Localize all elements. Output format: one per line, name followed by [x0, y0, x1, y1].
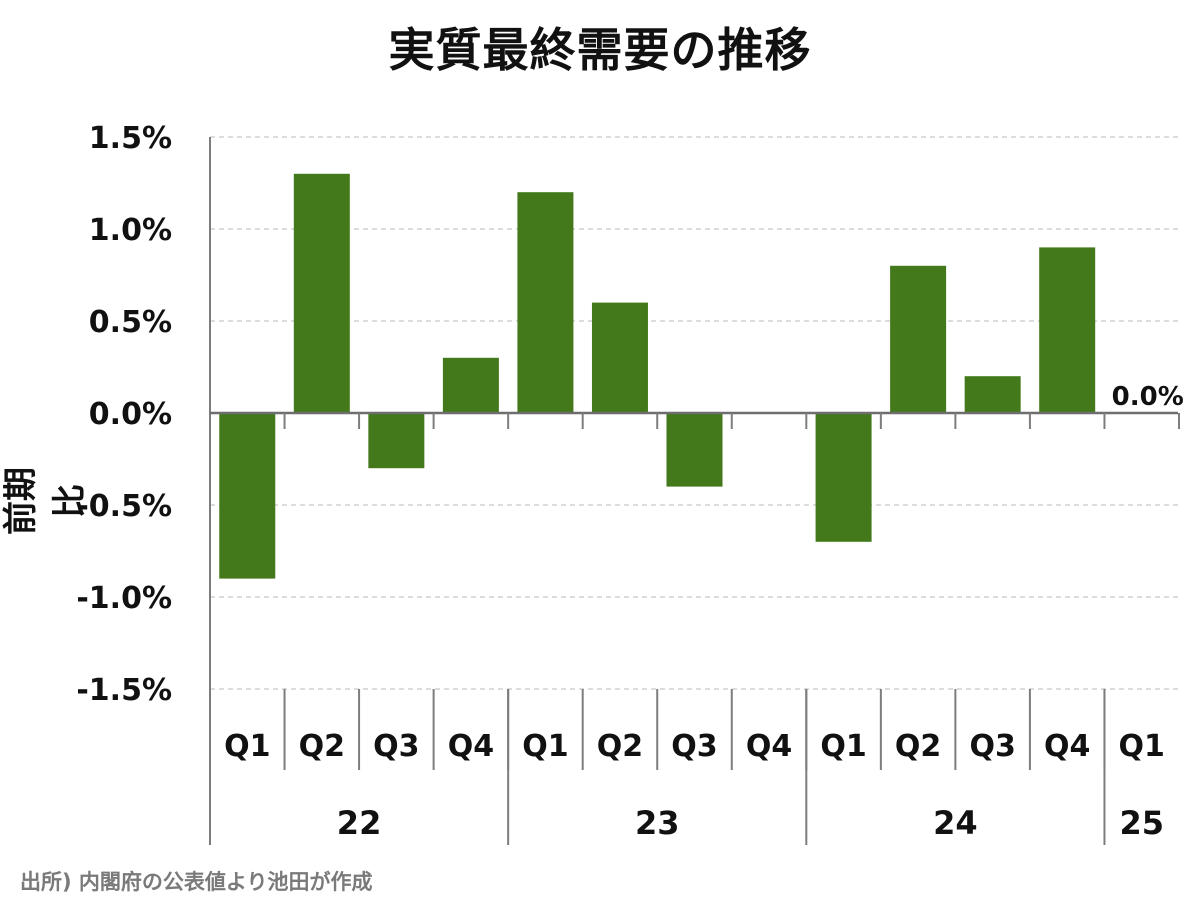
x-tick-label: Q4 [1044, 729, 1090, 764]
x-tick-label: Q3 [671, 729, 717, 764]
x-tick-label: Q2 [597, 729, 643, 764]
bar [666, 413, 723, 487]
bar [517, 192, 574, 413]
bar [293, 173, 350, 413]
bar [591, 302, 648, 413]
x-tick-label: Q4 [746, 729, 792, 764]
data-label: 0.0% [1112, 382, 1184, 412]
x-tick-label: Q2 [895, 729, 941, 764]
y-tick-label: 1.5% [89, 121, 172, 156]
bar [890, 265, 947, 413]
y-tick-label: 1.0% [89, 213, 172, 248]
x-tick-label: Q1 [820, 729, 866, 764]
x-tick-label: Q3 [969, 729, 1015, 764]
x-tick-label: Q1 [1119, 729, 1165, 764]
bar [442, 357, 499, 413]
y-tick-label: 0.5% [89, 305, 172, 340]
bar [1039, 247, 1096, 413]
x-tick-label: Q3 [373, 729, 419, 764]
x-tick-label: Q1 [522, 729, 568, 764]
source-note: 出所) 内閣府の公表値より池田が作成 [20, 870, 373, 894]
y-tick-label: -1.5% [76, 673, 172, 708]
y-tick-label: -0.5% [76, 489, 172, 524]
x-tick-label: Q4 [448, 729, 494, 764]
group-label: 25 [1119, 804, 1164, 842]
bar [368, 413, 425, 469]
group-label: 24 [933, 804, 978, 842]
x-tick-label: Q2 [299, 729, 345, 764]
bar [815, 413, 872, 542]
bar [219, 413, 276, 579]
y-tick-label: -1.0% [76, 581, 172, 616]
group-label: 22 [337, 804, 382, 842]
y-tick-label: 0.0% [89, 397, 172, 432]
chart-title: 実質最終需要の推移 [388, 23, 812, 77]
x-tick-label: Q1 [224, 729, 270, 764]
bar [964, 376, 1021, 413]
group-label: 23 [635, 804, 680, 842]
